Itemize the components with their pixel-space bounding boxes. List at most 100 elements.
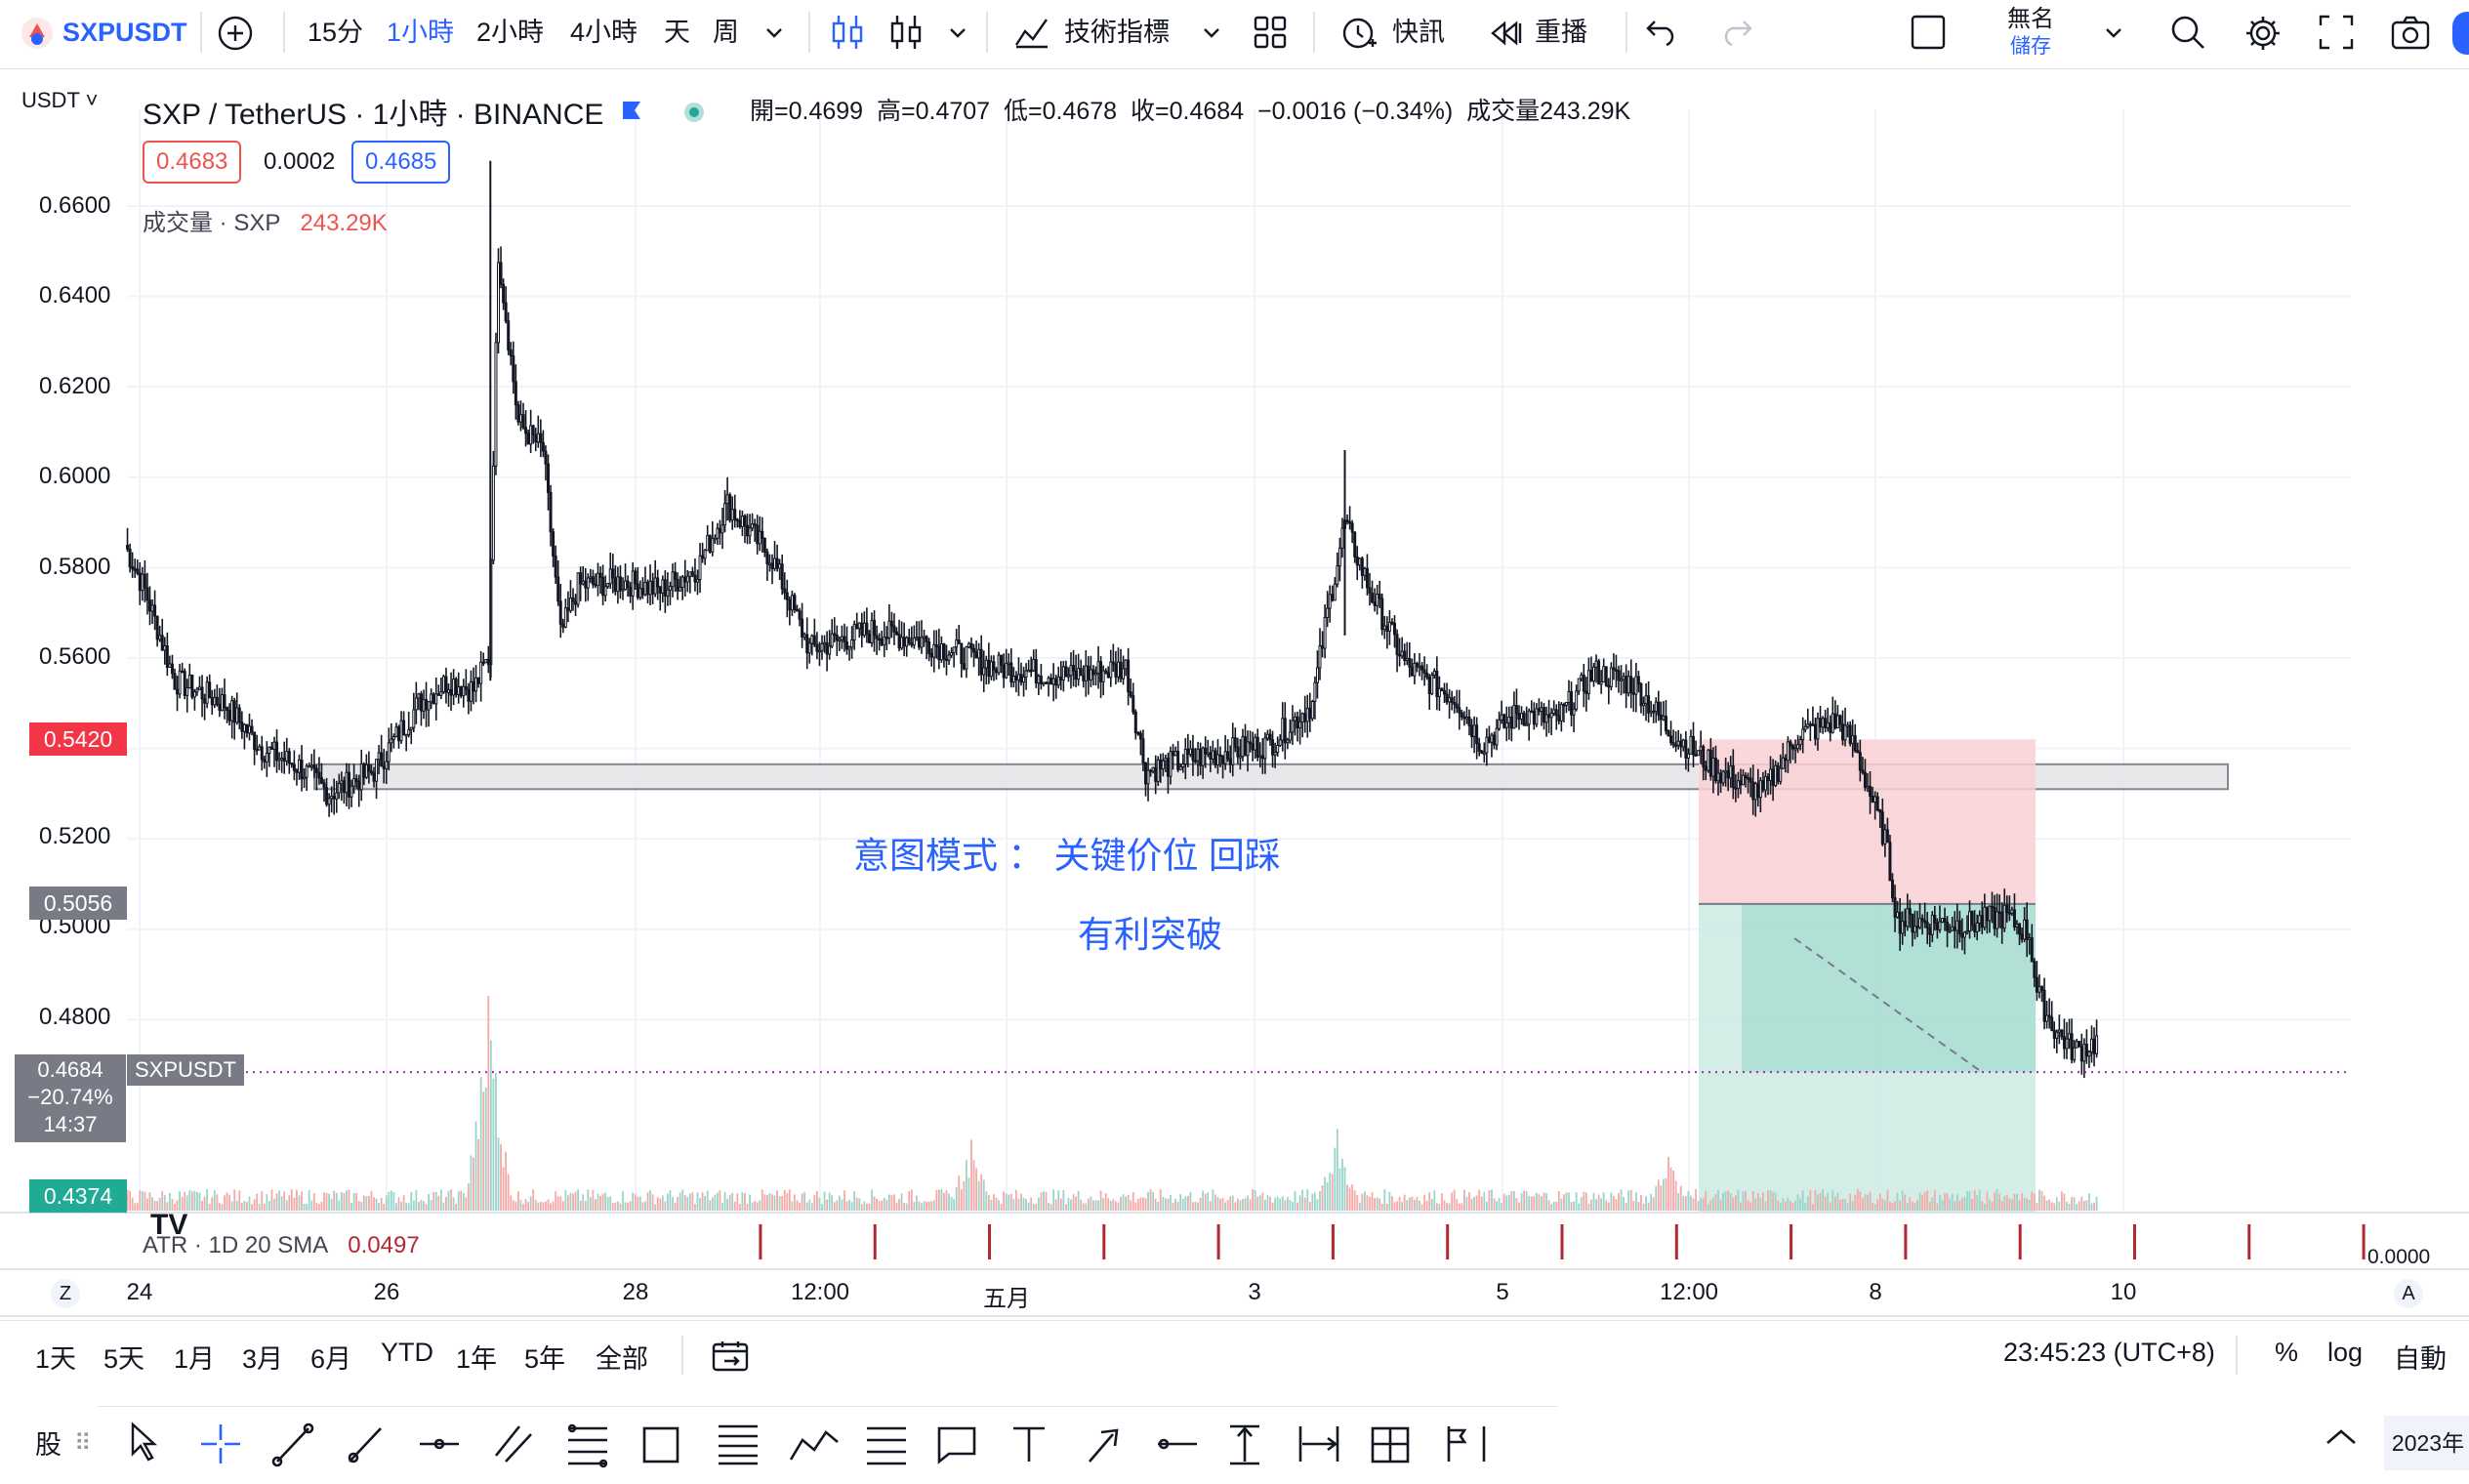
fullscreen-frame-icon[interactable] [1910, 14, 1947, 78]
candle-body [1265, 733, 1269, 739]
interval-week[interactable]: 周 [713, 18, 739, 47]
ask-price-button[interactable]: 0.4685 [351, 141, 451, 184]
interval-2h[interactable]: 2小時 [476, 18, 545, 47]
candle-body [459, 686, 463, 697]
range-1y[interactable]: 1年 [456, 1344, 498, 1374]
interval-1h[interactable]: 1小時 [387, 18, 455, 47]
zoom-reset-button[interactable]: Z [51, 1279, 80, 1308]
range-5y[interactable]: 5年 [524, 1344, 566, 1374]
bid-price-button[interactable]: 0.4683 [143, 141, 242, 184]
chart-type-chevron-down-icon[interactable] [947, 21, 968, 86]
range-6m[interactable]: 6月 [310, 1344, 352, 1374]
indicators-button[interactable]: 技術指標 [1064, 18, 1170, 47]
layout-grid-icon[interactable] [1253, 15, 1288, 79]
range-all[interactable]: 全部 [596, 1344, 648, 1374]
replay-button[interactable]: 重播 [1535, 18, 1587, 47]
volume-bar [1204, 1193, 1207, 1211]
add-compare-icon[interactable] [217, 15, 254, 79]
auto-scale-button[interactable]: A [2394, 1279, 2423, 1308]
candle-body [1082, 675, 1086, 681]
volume-bar [139, 1190, 142, 1211]
year-label[interactable]: 2023年 [2384, 1416, 2469, 1470]
candle-body [1435, 670, 1439, 697]
indicators-icon[interactable] [1013, 16, 1050, 80]
volume-bar [1552, 1201, 1555, 1211]
price-line-icon [1158, 1438, 1197, 1450]
redo-icon[interactable] [1720, 18, 1753, 82]
range-1d[interactable]: 1天 [35, 1344, 77, 1374]
interval-15m[interactable]: 15分 [308, 18, 364, 47]
volume-bar [1590, 1199, 1592, 1211]
annotation-favorable-breakout[interactable]: 有利突破 [1078, 915, 1222, 955]
camera-icon[interactable] [2390, 14, 2431, 78]
timezone-clock[interactable]: 23:45:23 (UTC+8) [2003, 1338, 2215, 1367]
candle-body [2040, 986, 2043, 991]
bookmark-flag-icon[interactable] [621, 96, 642, 119]
volume-bar [1941, 1200, 1944, 1211]
candle-body [198, 686, 201, 690]
indicators-chevron-down-icon[interactable] [1201, 21, 1222, 86]
range-ytd[interactable]: YTD [381, 1338, 433, 1367]
range-5d[interactable]: 5天 [103, 1344, 145, 1374]
replay-rewind-icon[interactable] [1489, 18, 1524, 82]
candle-body [907, 637, 911, 643]
alert-button[interactable]: 快訊 [1392, 18, 1445, 47]
volume-bar [1435, 1203, 1438, 1211]
candle-body [472, 680, 475, 692]
candle-body [606, 583, 610, 588]
layout-name-button[interactable]: 無名 儲存 [2007, 6, 2054, 58]
candle-body [1472, 724, 1476, 737]
volume-bar [1602, 1192, 1605, 1211]
layout-chevron-down-icon[interactable] [2103, 21, 2124, 86]
fullscreen-expand-icon[interactable] [2318, 14, 2355, 78]
interval-day[interactable]: 天 [664, 18, 690, 47]
bar-chart-type-icon[interactable] [888, 12, 924, 76]
volume-bar [1645, 1196, 1647, 1211]
symbol-search-button[interactable]: SXPUSDT [62, 18, 187, 47]
volume-bar [577, 1189, 579, 1211]
stock-tab[interactable]: 股 [35, 1430, 62, 1460]
drag-handle-icon[interactable]: ⠿ [74, 1430, 92, 1457]
symbol-price-label: SXPUSDT [127, 1054, 244, 1086]
volume-bar [1669, 1167, 1672, 1211]
go-to-date-icon[interactable] [711, 1340, 750, 1378]
range-3m[interactable]: 3月 [242, 1344, 284, 1374]
currency-selector[interactable]: USDT ˅ [21, 88, 99, 112]
percent-scale-toggle[interactable]: % [2275, 1338, 2299, 1367]
volume-bar [841, 1199, 844, 1211]
volume-bar [1035, 1203, 1038, 1211]
log-scale-toggle[interactable]: log [2327, 1338, 2364, 1367]
publish-button[interactable] [2452, 12, 2469, 55]
volume-bar [1261, 1192, 1264, 1211]
search-icon[interactable] [2169, 14, 2206, 78]
candle-body [1061, 666, 1065, 680]
candle-body [2050, 1016, 2054, 1031]
annotation-intent-pattern[interactable]: 意图模式 ： 关键价位 回踩 [853, 836, 1281, 876]
undo-icon[interactable] [1645, 18, 1678, 82]
volume-bar [706, 1190, 709, 1211]
gear-icon[interactable] [2243, 14, 2283, 78]
interval-4h[interactable]: 4小時 [570, 18, 638, 47]
volume-bar [1172, 1203, 1174, 1211]
volume-bar [1009, 1194, 1012, 1211]
candle-body [430, 693, 433, 703]
auto-scale-toggle[interactable]: 自動 [2394, 1344, 2447, 1374]
candle-body [2075, 1041, 2078, 1049]
candle-body [1586, 670, 1590, 694]
interval-dropdown-chevron-down-icon[interactable] [763, 21, 785, 86]
candle-body [1371, 593, 1375, 603]
legend-title[interactable]: SXP / TetherUS · 1小時 · BINANCE [143, 99, 604, 131]
volume-bar [601, 1193, 604, 1211]
candles-chart-type-icon[interactable] [830, 12, 865, 76]
candle-body [1129, 691, 1132, 697]
alert-clock-icon[interactable] [1339, 14, 1379, 78]
volume-bar [550, 1203, 552, 1211]
volume-bar [1130, 1200, 1132, 1211]
price-chart[interactable] [0, 70, 2469, 1320]
volume-bar [1493, 1198, 1496, 1211]
range-1m[interactable]: 1月 [174, 1344, 216, 1374]
volume-study-legend[interactable]: 成交量 · SXP 243.29K [143, 210, 388, 236]
atr-study-legend[interactable]: ATR · 1D 20 SMA 0.0497 [143, 1232, 420, 1258]
collapse-chevron-up-icon[interactable] [2324, 1425, 2359, 1454]
volume-bar [1936, 1203, 1939, 1211]
